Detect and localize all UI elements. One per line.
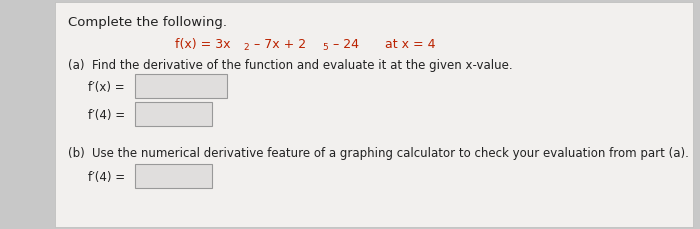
FancyBboxPatch shape [135, 102, 212, 126]
Text: 5: 5 [322, 43, 328, 52]
Text: f(x) = 3x: f(x) = 3x [175, 38, 230, 51]
Text: f′(4) =: f′(4) = [88, 171, 125, 184]
FancyBboxPatch shape [135, 74, 227, 98]
FancyBboxPatch shape [55, 2, 693, 227]
Text: Complete the following.: Complete the following. [68, 16, 227, 29]
Text: Use the numerical derivative feature of a graphing calculator to check your eval: Use the numerical derivative feature of … [92, 147, 689, 160]
Text: at x = 4: at x = 4 [385, 38, 435, 51]
Text: – 7x + 2: – 7x + 2 [250, 38, 306, 51]
Text: 2: 2 [243, 43, 248, 52]
Text: – 24: – 24 [329, 38, 359, 51]
FancyBboxPatch shape [135, 164, 212, 188]
Text: f′(4) =: f′(4) = [88, 109, 125, 122]
Text: (a): (a) [68, 59, 85, 72]
Text: (b): (b) [68, 147, 85, 160]
Text: f′(x) =: f′(x) = [88, 81, 125, 94]
Text: Find the derivative of the function and evaluate it at the given x-value.: Find the derivative of the function and … [92, 59, 512, 72]
